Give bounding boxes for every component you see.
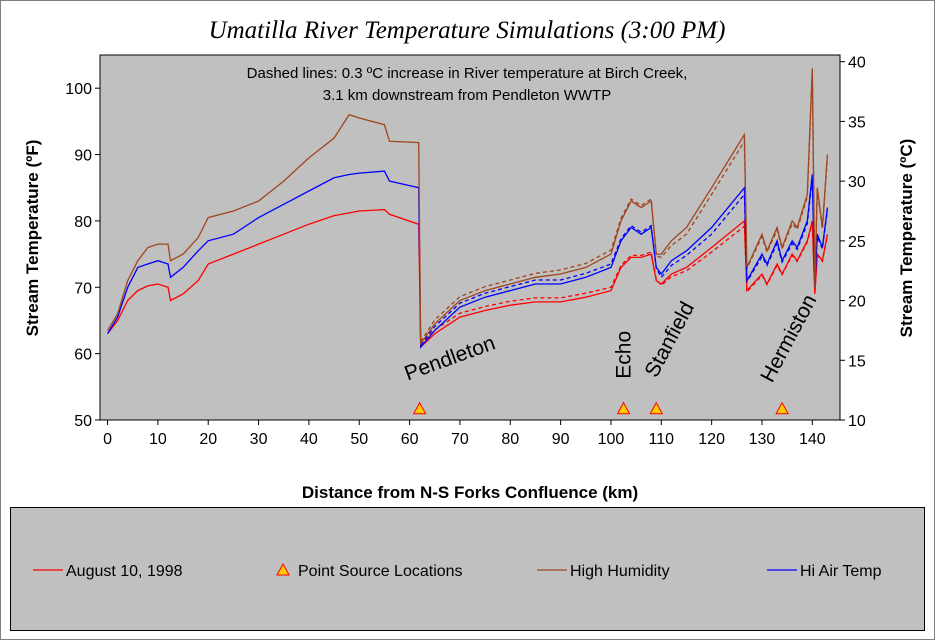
y2-tick-label: 25 [848,234,866,251]
plot-area [99,54,841,421]
x-tick-label: 110 [649,431,675,448]
x-tick-label: 30 [250,431,268,448]
x-tick-label: 100 [598,431,625,448]
legend-label: High Humidity [570,563,670,580]
y-tick-label: 70 [74,280,92,297]
legend-label: August 10, 1998 [66,563,183,580]
y-tick-label: 60 [74,347,92,364]
x-tick-label: 60 [401,431,419,448]
x-tick-label: 0 [103,431,112,448]
line [107,208,829,349]
point-source [412,401,427,415]
point-source [616,401,631,415]
y-tick-label: 100 [65,81,92,98]
x-tick-label: 20 [199,431,217,448]
legend-label: Hi Air Temp [800,563,882,580]
dashed-line [420,71,829,343]
legend-label: Point Source Locations [298,563,463,580]
legend [10,507,925,631]
x-tick-label: 130 [749,431,776,448]
dashed-line [420,177,829,346]
y2-tick-label: 35 [848,114,866,131]
x-tick-label: 40 [300,431,318,448]
legend-swatch [276,562,290,576]
line [107,68,829,346]
annotation: Dashed lines: 0.3 ºC increase in River t… [247,65,688,82]
y-axis-label: Stream Temperature (ºF) [23,140,42,337]
y2-axis-label: Stream Temperature (ºC) [897,139,916,338]
y-tick-label: 50 [74,413,92,430]
y2-tick-label: 40 [848,55,866,72]
annotation: 3.1 km downstream from Pendleton WWTP [323,87,611,104]
x-axis-label: Distance from N-S Forks Confluence (km) [302,483,638,502]
line [107,170,829,349]
chart-title: Umatilla River Temperature Simulations (… [209,17,726,44]
y-tick-label: 80 [74,214,92,231]
x-tick-label: 90 [552,431,570,448]
x-tick-label: 120 [698,431,725,448]
y2-tick-label: 15 [848,353,866,370]
point-source [775,401,789,415]
y2-tick-label: 20 [848,294,866,311]
x-tick-label: 10 [149,431,167,448]
point-source [649,401,664,415]
x-tick-label: 50 [350,431,368,448]
y2-tick-label: 10 [848,413,866,430]
x-tick-label: 140 [799,431,826,448]
y-tick-label: 90 [74,148,92,165]
place-label: Echo [613,331,636,379]
x-tick-label: 80 [501,431,519,448]
y2-tick-label: 30 [848,174,866,191]
x-tick-label: 70 [451,431,469,448]
